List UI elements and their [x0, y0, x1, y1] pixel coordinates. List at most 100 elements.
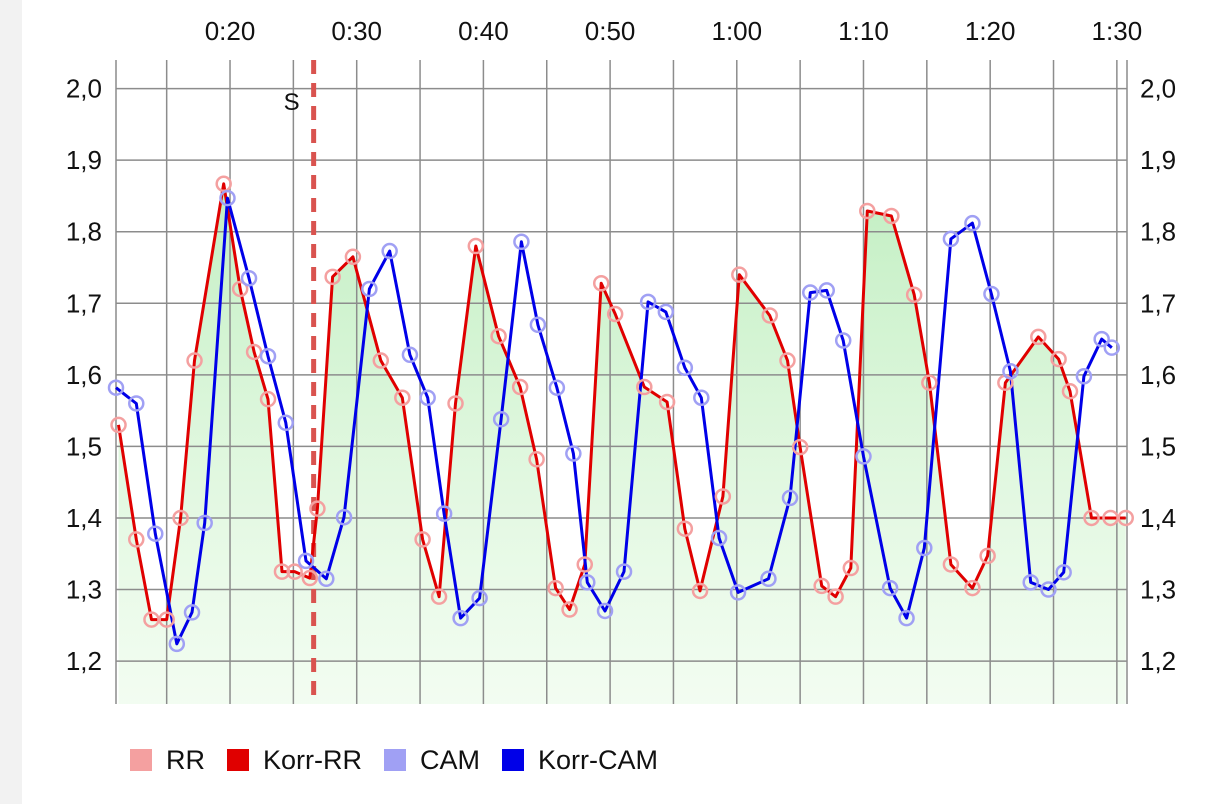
- point-rr-12: [301, 569, 319, 587]
- point-cam-4: [183, 604, 201, 621]
- point-rr-23: [511, 378, 529, 396]
- point-cam-35: [781, 489, 799, 507]
- legend-item-korr-rr: Korr-RR: [227, 745, 362, 776]
- point-rr-30: [636, 378, 653, 396]
- point-cam-17: [435, 505, 453, 522]
- y-tick-label-right-6: 1,8: [1140, 217, 1176, 247]
- point-rr-55: [1117, 509, 1134, 527]
- y-tick-label-right-8: 2,0: [1140, 74, 1176, 104]
- point-cam-38: [834, 332, 852, 349]
- point-cam-49: [1055, 564, 1072, 581]
- point-cam-33: [729, 584, 747, 601]
- y-tick-label-right-0: 1,2: [1140, 646, 1176, 676]
- point-rr-13: [309, 500, 326, 517]
- point-rr-10: [273, 563, 291, 580]
- point-cam-48: [1040, 581, 1057, 598]
- point-cam-0: [107, 379, 125, 396]
- point-rr-14: [324, 268, 341, 286]
- point-rr-28: [592, 275, 610, 292]
- x-tick-label-2: 0:40: [458, 16, 509, 46]
- y-tick-label-left-3: 1,5: [66, 431, 102, 461]
- series-line-korr-cam: [115, 196, 1113, 646]
- point-cam-3: [168, 635, 186, 653]
- point-cam-30: [676, 359, 694, 376]
- chart-legend: RR Korr-RR CAM Korr-CAM: [130, 740, 680, 780]
- point-cam-40: [881, 579, 899, 597]
- series-line-korr-rr: [117, 182, 1126, 622]
- point-cam-45: [983, 285, 1000, 303]
- legend-item-rr: RR: [130, 745, 205, 776]
- x-tick-label-1: 0:30: [331, 16, 382, 46]
- y-tick-label-right-3: 1,5: [1140, 431, 1176, 461]
- legend-swatch-korr-rr: [227, 749, 249, 771]
- point-rr-27: [576, 556, 594, 573]
- point-rr-9: [259, 390, 277, 408]
- point-cam-36: [802, 284, 819, 301]
- point-rr-21: [467, 237, 485, 255]
- y-tick-label-right-2: 1,4: [1140, 503, 1176, 533]
- point-rr-44: [905, 286, 923, 303]
- point-rr-25: [547, 579, 564, 597]
- area-fill-korr-rr: [118, 183, 1126, 705]
- point-rr-42: [859, 202, 876, 220]
- point-cam-43: [942, 230, 960, 248]
- point-cam-37: [818, 282, 835, 299]
- marker-label-s: S: [284, 89, 300, 116]
- point-cam-14: [381, 242, 398, 260]
- point-cam-26: [596, 602, 614, 620]
- point-cam-9: [277, 414, 295, 432]
- point-rr-43: [883, 207, 900, 225]
- point-rr-38: [791, 438, 809, 456]
- y-tick-label-left-0: 1,2: [66, 646, 102, 676]
- point-rr-41: [842, 559, 860, 577]
- point-cam-21: [513, 233, 530, 251]
- y-tick-label-left-2: 1,4: [66, 503, 102, 533]
- legend-item-cam: CAM: [384, 745, 480, 776]
- point-cam-44: [964, 214, 981, 232]
- y-tick-label-right-5: 1,7: [1140, 288, 1176, 318]
- point-cam-27: [615, 563, 633, 580]
- point-cam-11: [318, 570, 335, 588]
- y-tick-label-left-1: 1,3: [66, 575, 102, 605]
- x-tick-label-3: 0:50: [585, 16, 636, 46]
- point-rr-7: [231, 280, 249, 298]
- point-rr-24: [528, 451, 545, 468]
- legend-label-korr-rr: Korr-RR: [263, 744, 362, 775]
- point-rr-22: [490, 327, 507, 345]
- point-rr-5: [186, 352, 203, 369]
- point-rr-20: [447, 395, 464, 412]
- point-rr-0: [110, 416, 127, 434]
- x-tick-label-5: 1:10: [838, 16, 889, 46]
- point-cam-6: [219, 189, 236, 207]
- y-tick-label-left-4: 1,6: [66, 360, 102, 390]
- y-tick-label-right-1: 1,3: [1140, 575, 1176, 605]
- point-rr-33: [691, 582, 709, 600]
- point-cam-42: [916, 539, 933, 557]
- y-tick-label-right-7: 1,9: [1140, 145, 1176, 175]
- point-rr-15: [344, 248, 362, 266]
- point-cam-23: [548, 379, 566, 396]
- point-rr-35: [731, 266, 748, 283]
- x-tick-label-7: 1:30: [1092, 16, 1143, 46]
- point-cam-1: [128, 395, 145, 412]
- point-rr-26: [561, 601, 578, 618]
- point-cam-41: [898, 609, 915, 627]
- point-rr-52: [1061, 383, 1079, 400]
- point-rr-47: [964, 579, 981, 597]
- point-cam-10: [297, 552, 315, 570]
- point-cam-19: [471, 589, 488, 607]
- point-cam-2: [147, 525, 164, 542]
- point-rr-37: [779, 352, 796, 369]
- legend-label-korr-cam: Korr-CAM: [538, 744, 658, 775]
- point-cam-8: [259, 347, 277, 365]
- legend-swatch-rr: [130, 749, 152, 771]
- point-rr-53: [1083, 509, 1100, 527]
- y-tick-label-right-4: 1,6: [1140, 360, 1176, 390]
- left-panel-strip: [0, 0, 22, 804]
- point-rr-11: [286, 563, 303, 580]
- point-rr-16: [372, 352, 390, 369]
- point-rr-40: [827, 588, 844, 605]
- point-rr-4: [172, 509, 189, 527]
- point-rr-18: [414, 531, 431, 548]
